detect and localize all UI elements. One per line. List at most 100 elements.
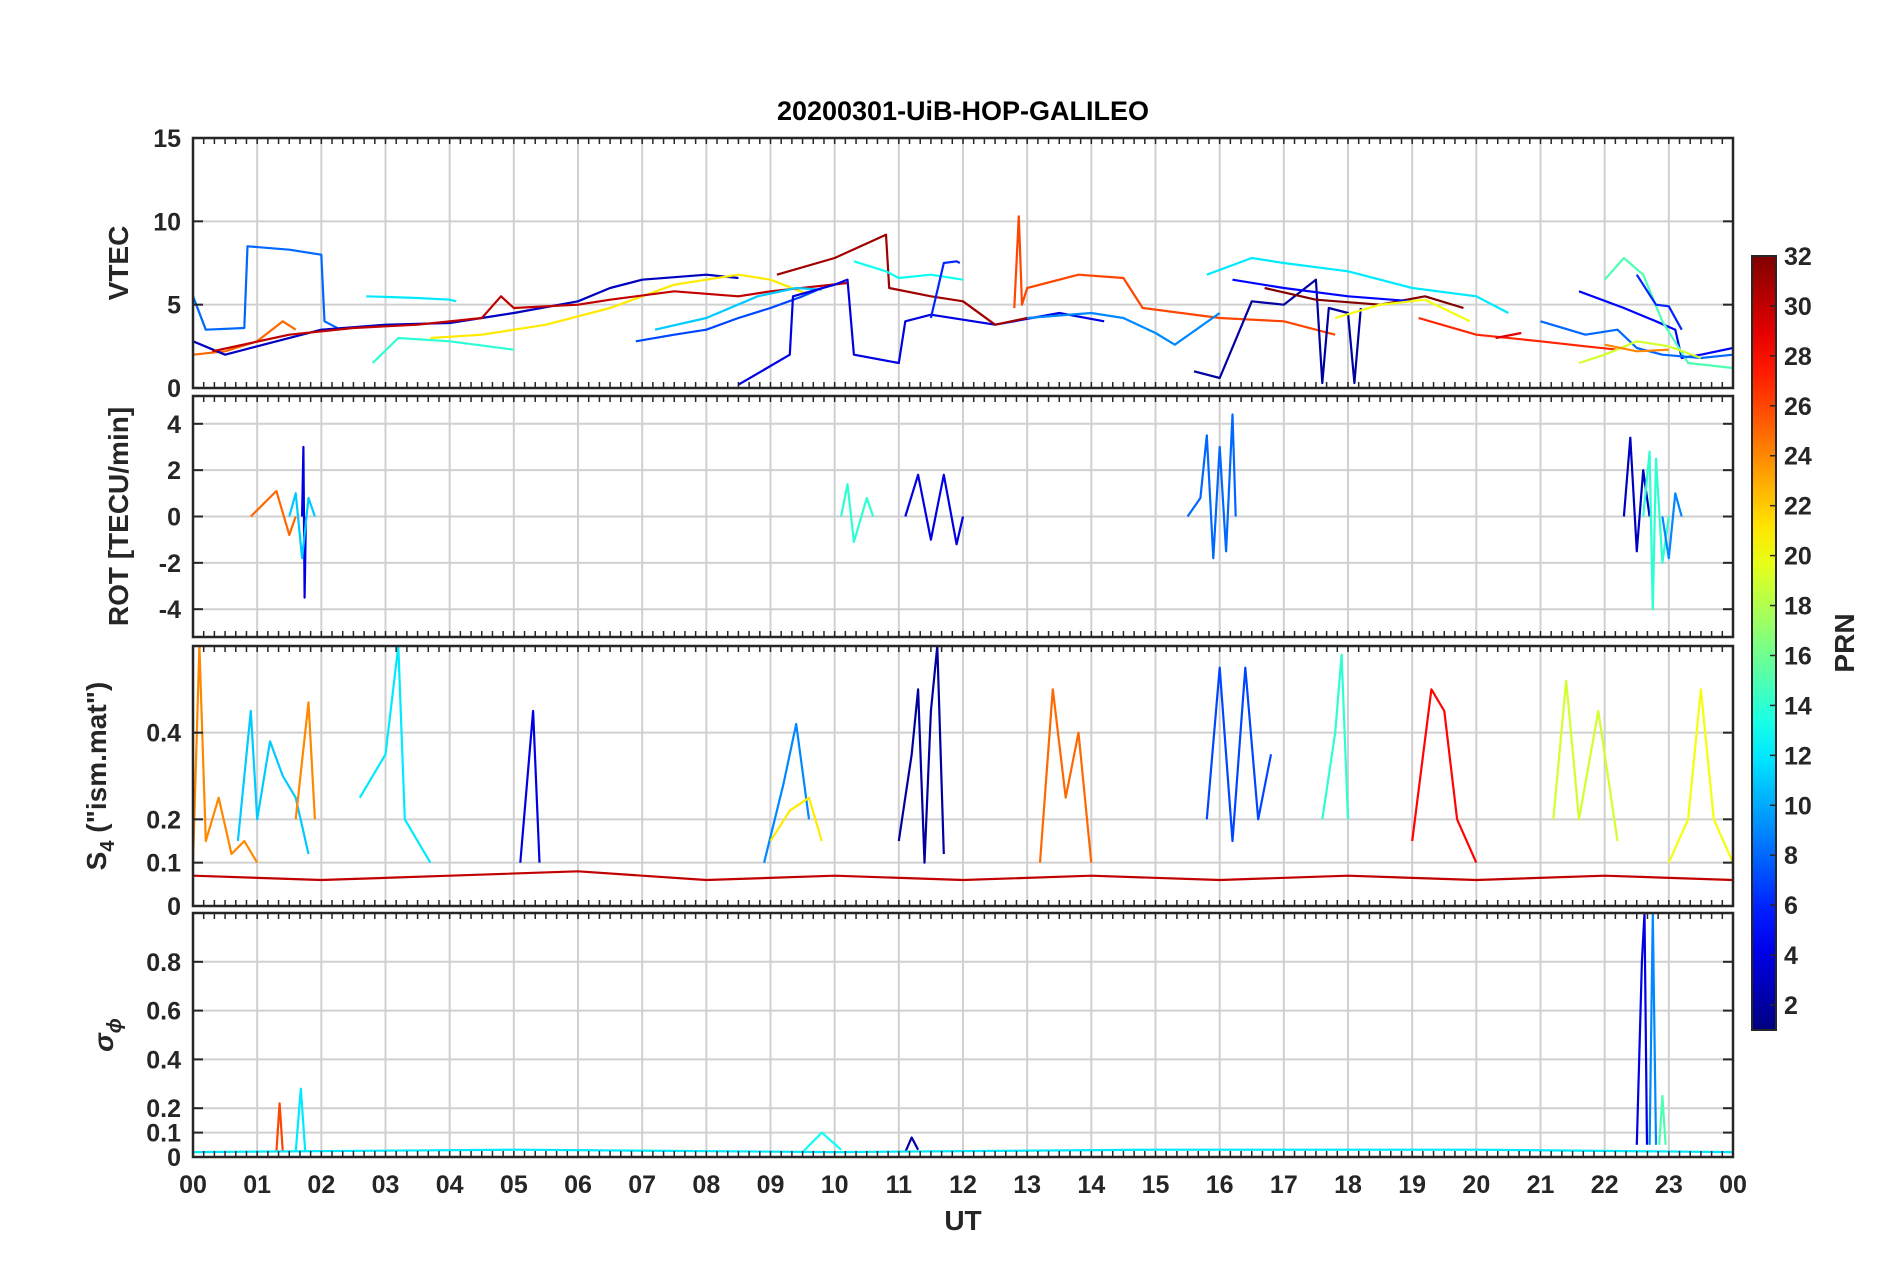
series-line-prn-26	[275, 1102, 284, 1153]
panel-s4: 0 0.1 0.2 0.4 S4 ("ism.mat")	[81, 644, 1735, 921]
panel-sigma-ytick-label: 0.1	[146, 1120, 181, 1148]
colorbar-tick-label: 14	[1784, 692, 1812, 720]
series-line-prn-12	[193, 1148, 1733, 1154]
panel-sigma-ylabel: σϕ	[88, 1018, 126, 1052]
series-line-prn-31	[776, 233, 1028, 326]
series-line-prn-9	[1661, 492, 1683, 560]
colorbar-tick-label: 24	[1784, 443, 1812, 471]
x-tick-label: 04	[436, 1171, 464, 1199]
colorbar-tick-label: 4	[1784, 942, 1798, 970]
series-line-prn-21	[769, 796, 823, 842]
panel-rot-ytick-label: 4	[167, 411, 181, 439]
x-tick-label: 00	[179, 1171, 207, 1199]
x-tick-label: 16	[1206, 1171, 1234, 1199]
panel-s4-ylabel-sub: 4	[97, 840, 119, 852]
series-line-prn-30	[193, 870, 1733, 882]
panel-sigma-ytick-label: 0.8	[146, 949, 181, 977]
series-line-prn-19	[1552, 679, 1619, 842]
series-line-prn-9	[1027, 311, 1221, 346]
series-line-prn-4	[301, 445, 307, 599]
panel-sigma-series	[193, 913, 1733, 1154]
x-tick-label: 09	[757, 1171, 785, 1199]
series-line-prn-7	[1205, 666, 1273, 843]
series-line-prn-8	[193, 245, 342, 331]
colorbar-scale	[1751, 255, 1777, 1031]
x-tick-label: 10	[821, 1171, 849, 1199]
panel-vtec-ytick-label: 0	[167, 375, 181, 403]
panel-vtec-series	[193, 215, 1733, 386]
series-line-prn-4	[904, 473, 965, 546]
series-line-prn-12	[366, 295, 457, 303]
series-line-prn-28	[1411, 688, 1478, 864]
series-line-prn-11	[654, 286, 822, 331]
panel-sigma-ytick-label: 0.2	[146, 1095, 181, 1123]
series-line-prn-14	[840, 483, 875, 544]
x-tick-label: 18	[1334, 1171, 1362, 1199]
colorbar-tick-label: 20	[1784, 543, 1812, 571]
panel-s4-ylabel-base: S	[81, 852, 112, 871]
colorbar-label: PRN	[1829, 613, 1860, 672]
series-line-prn-24	[294, 701, 316, 820]
colorbar-tick-label: 18	[1784, 593, 1812, 621]
colorbar-tick-label: 28	[1784, 343, 1812, 371]
colorbar-tick-label: 30	[1784, 293, 1812, 321]
panel-rot-ytick-label: 2	[167, 457, 181, 485]
panel-sigma-ytick-label: 0.6	[146, 998, 181, 1026]
series-line-prn-25	[1038, 688, 1093, 863]
panel-sigma-ylabel-sub: ϕ	[104, 1018, 126, 1033]
panel-s4-series	[193, 646, 1733, 882]
panel-s4-ylabel: S4 ("ism.mat")	[81, 682, 119, 871]
chart-title: 20200301-UiB-HOP-GALILEO	[777, 96, 1149, 126]
colorbar-tick-label: 2	[1784, 992, 1798, 1020]
x-tick-label: 23	[1655, 1171, 1683, 1199]
x-tick-label: 13	[1013, 1171, 1041, 1199]
series-line-prn-20	[1334, 298, 1471, 323]
x-tick-label: 07	[628, 1171, 656, 1199]
series-line-prn-8	[1186, 413, 1237, 560]
panel-s4-ylabel-rest: ("ism.mat")	[81, 682, 112, 841]
panel-s4-ytick-label: 0.4	[146, 720, 181, 748]
x-tick-label: 02	[307, 1171, 335, 1199]
x-tick-label: 06	[564, 1171, 592, 1199]
series-line-prn-4	[519, 709, 541, 863]
x-tick-label: 03	[372, 1171, 400, 1199]
panel-s4-ytick-label: 0	[167, 893, 181, 921]
panel-s4-ytick-label: 0.2	[146, 806, 181, 834]
series-line-prn-24	[1604, 343, 1669, 353]
series-line-prn-14	[1642, 450, 1670, 611]
panel-sigma: 00.10.2 0.4 0.6 0.8 σϕ	[88, 911, 1735, 1172]
panel-rot-ytick-label: -4	[159, 596, 181, 624]
series-line-prn-9	[1648, 913, 1658, 1145]
series-line-prn-7	[635, 286, 823, 343]
series-line-prn-11	[236, 709, 310, 855]
series-line-prn-5	[1232, 278, 1413, 303]
panel-sigma-ytick-label: 0.4	[146, 1046, 181, 1074]
colorbar-tick-label: 12	[1784, 742, 1812, 770]
x-tick-label: 17	[1270, 1171, 1298, 1199]
x-tick-label: 08	[692, 1171, 720, 1199]
series-line-prn-25	[250, 489, 297, 537]
panel-rot-series	[250, 413, 1683, 611]
colorbar-tick-label: 32	[1784, 243, 1812, 271]
series-line-prn-2	[1193, 278, 1362, 385]
panel-vtec-ytick-label: 10	[153, 208, 181, 236]
colorbar-tick-label: 10	[1784, 792, 1812, 820]
panel-s4-ytick-label: 0.1	[146, 850, 181, 878]
series-line-prn-26	[1013, 215, 1336, 336]
series-line-prn-2	[897, 646, 945, 864]
panel-sigma-ylabel-base: σ	[88, 1032, 119, 1052]
colorbar-tick-label: 26	[1784, 393, 1812, 421]
x-axis-label: UT	[944, 1205, 981, 1236]
series-line-prn-20	[1667, 688, 1733, 864]
panel-vtec-ytick-label: 5	[167, 292, 181, 320]
colorbar-tick-label: 22	[1784, 493, 1812, 521]
x-tick-label: 20	[1462, 1171, 1490, 1199]
panel-vtec-ytick-label: 15	[153, 125, 181, 153]
series-line-prn-19	[1578, 340, 1702, 365]
series-line-prn-11	[288, 492, 316, 560]
colorbar-tick-label: 6	[1784, 892, 1798, 920]
panel-sigma-ytick-label: 0	[167, 1144, 181, 1172]
series-line-prn-24	[193, 646, 259, 864]
